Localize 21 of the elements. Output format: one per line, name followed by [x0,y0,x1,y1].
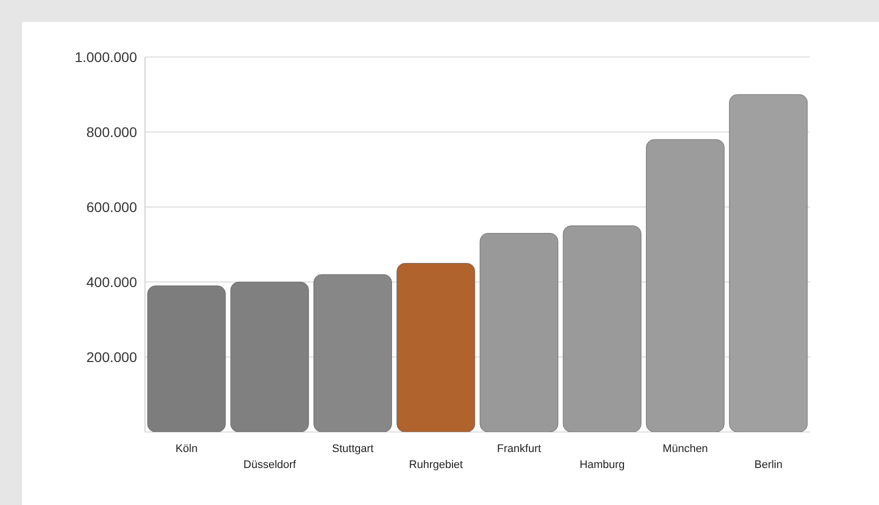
x-tick-label: Köln [176,443,198,455]
x-tick-label: München [662,443,708,455]
y-tick-label: 600.000 [86,198,138,215]
bar [562,226,642,432]
y-tick-label: 200.000 [86,348,138,365]
x-tick-label: Ruhrgebiet [409,459,463,471]
x-tick-label: Stuttgart [332,443,374,455]
x-tick-label: Hamburg [580,459,625,471]
bar [313,274,392,432]
y-tick-label: 1.000.000 [74,48,138,65]
x-tick-label: Berlin [754,459,782,471]
bar [646,139,724,432]
x-tick-label: Frankfurt [497,443,542,455]
bar [147,286,226,432]
bar [729,94,808,432]
y-tick-label: 800.000 [86,124,138,140]
bar [230,282,309,432]
y-tick-label: 400.000 [86,274,138,290]
bar [396,263,476,432]
x-tick-label: Düsseldorf [243,459,297,471]
bar [480,233,558,432]
